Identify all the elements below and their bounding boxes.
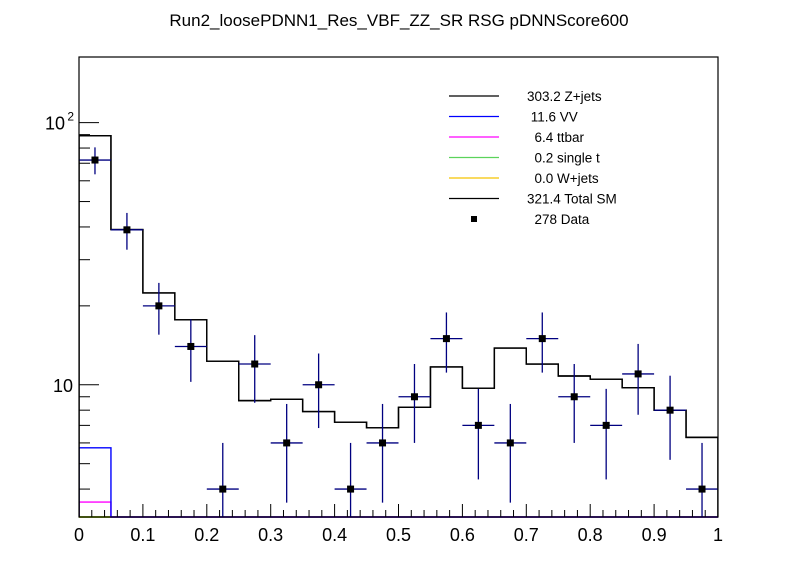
data-point (251, 360, 259, 368)
y-tick-label: 10 (53, 376, 73, 396)
data-point (634, 370, 642, 378)
data-point (698, 485, 706, 493)
data-point (666, 406, 674, 414)
x-tick-label: 0.2 (194, 525, 219, 545)
x-tick-label: 0.3 (258, 525, 283, 545)
x-tick-label: 0.1 (130, 525, 155, 545)
series-line-total-sm (79, 134, 718, 517)
x-tick-label: 0.9 (642, 525, 667, 545)
x-tick-label: 0.7 (514, 525, 539, 545)
data-point (474, 421, 482, 429)
legend-label: 303.2 Z+jets (527, 89, 602, 104)
data-point (123, 226, 131, 234)
legend-label: 321.4 Total SM (527, 192, 617, 207)
x-tick-label: 0.5 (386, 525, 411, 545)
legend-label: 0.2 single t (527, 151, 600, 166)
data-point (91, 156, 99, 164)
x-tick-label: 0.8 (578, 525, 603, 545)
y-tick-exponent: 2 (67, 110, 74, 124)
legend-label: 11.6 VV (527, 110, 578, 125)
data-point (442, 335, 450, 343)
data-point (315, 381, 323, 389)
legend-label: 0.0 W+jets (527, 171, 599, 186)
x-tick-label: 0 (74, 525, 84, 545)
data-point (506, 439, 514, 447)
x-tick-label: 0.6 (450, 525, 475, 545)
x-tick-label: 1 (713, 525, 723, 545)
data-point (538, 335, 546, 343)
data-point (379, 439, 387, 447)
legend-label: 278 Data (527, 212, 590, 227)
data-point (570, 393, 578, 401)
data-point (347, 485, 355, 493)
data-point (187, 342, 195, 350)
data-point (219, 485, 227, 493)
data-point (410, 393, 418, 401)
x-tick-label: 0.4 (322, 525, 347, 545)
data-point (155, 302, 163, 310)
data-point (602, 421, 610, 429)
y-tick-label: 10 (45, 114, 65, 134)
legend-label: 6.4 ttbar (527, 130, 585, 145)
data-point (283, 439, 291, 447)
legend-marker-data (471, 216, 477, 222)
legend: 303.2 Z+jets 11.6 VV 6.4 ttbar 0.2 singl… (449, 89, 617, 227)
chart-title: Run2_loosePDNN1_Res_VBF_ZZ_SR RSG pDNNSc… (169, 11, 628, 30)
